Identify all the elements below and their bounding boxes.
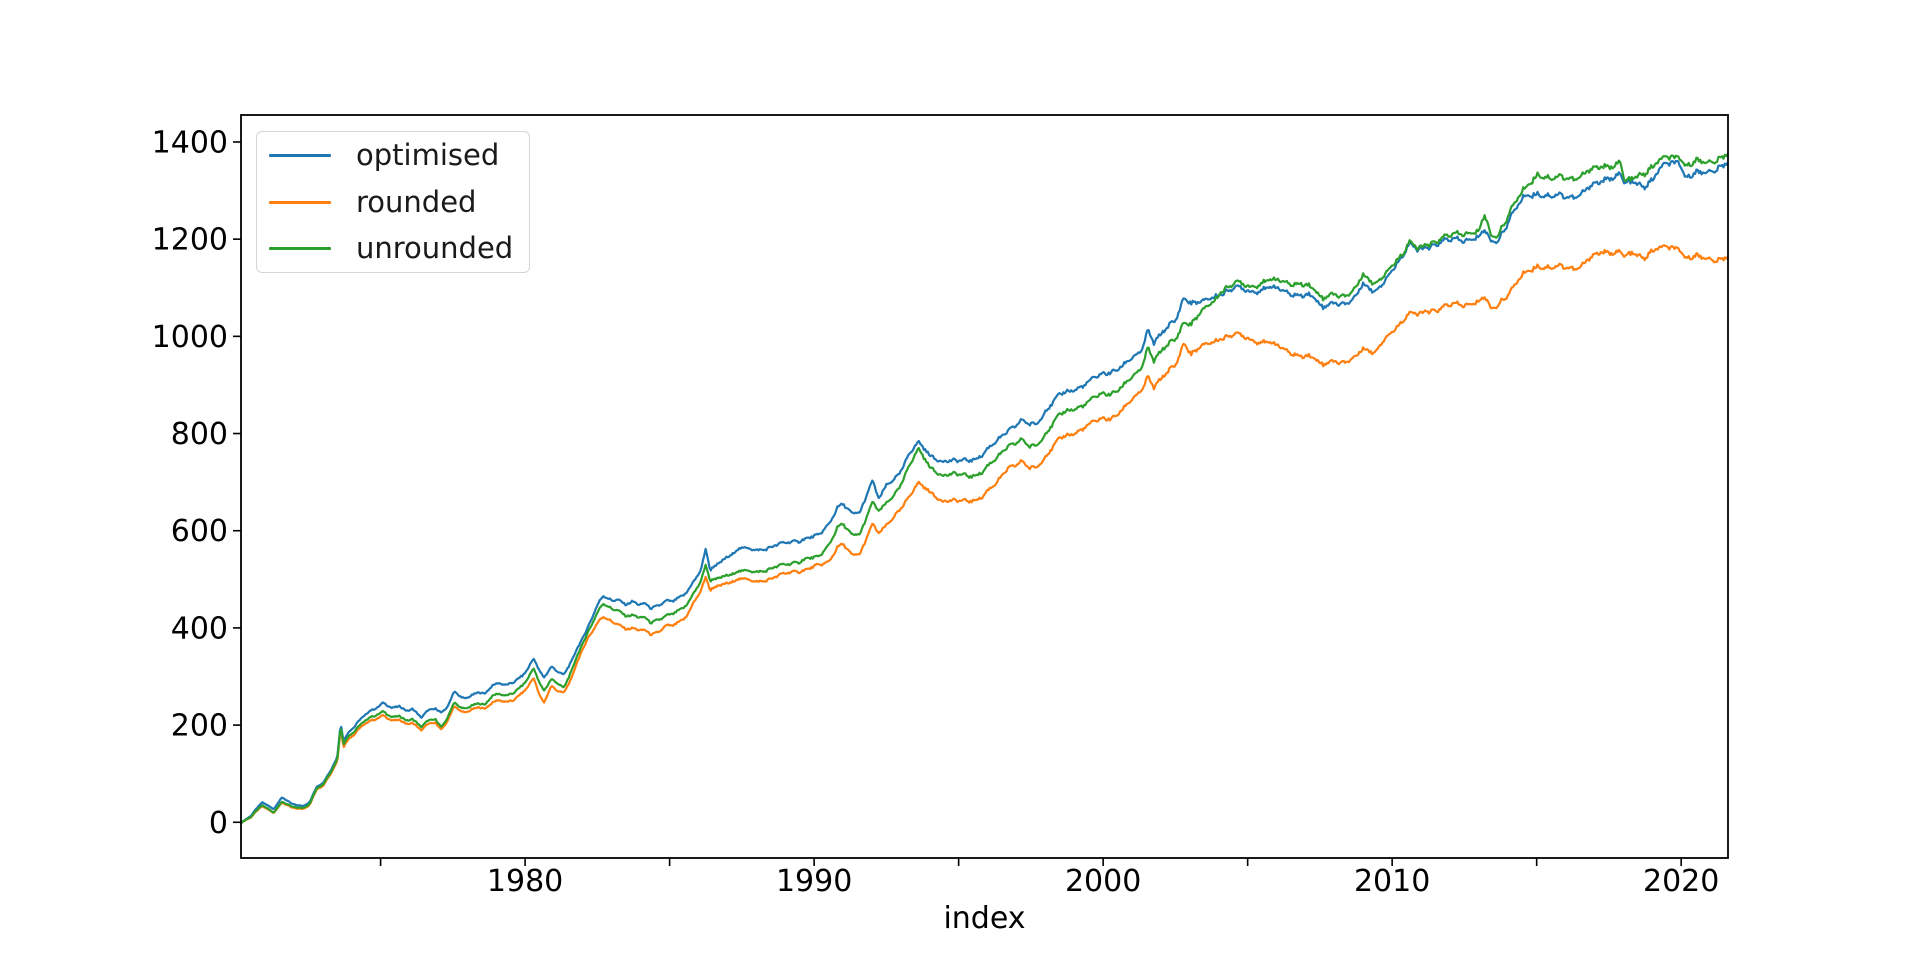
- svg-text:2000: 2000: [1065, 864, 1141, 899]
- legend-label-rounded: rounded: [356, 184, 477, 219]
- svg-text:2010: 2010: [1354, 864, 1430, 899]
- svg-text:1000: 1000: [152, 320, 228, 355]
- svg-text:200: 200: [171, 709, 228, 744]
- svg-text:1990: 1990: [776, 864, 852, 899]
- legend-label-unrounded: unrounded: [356, 230, 514, 265]
- svg-text:400: 400: [171, 611, 228, 646]
- x-axis-title: index: [943, 901, 1026, 936]
- legend-line-unrounded: [269, 246, 331, 250]
- svg-text:2020: 2020: [1643, 864, 1719, 899]
- svg-text:800: 800: [171, 417, 228, 452]
- legend: optimised rounded unrounded: [256, 131, 530, 273]
- svg-text:600: 600: [171, 514, 228, 549]
- legend-item-unrounded: unrounded: [257, 226, 529, 271]
- svg-text:1400: 1400: [152, 125, 228, 160]
- svg-text:1200: 1200: [152, 223, 228, 258]
- svg-text:0: 0: [209, 806, 228, 841]
- legend-item-optimised: optimised: [257, 133, 529, 178]
- legend-line-optimised: [269, 154, 331, 158]
- legend-item-rounded: rounded: [257, 180, 529, 225]
- svg-text:1980: 1980: [487, 864, 563, 899]
- legend-label-optimised: optimised: [356, 138, 500, 173]
- legend-line-rounded: [269, 200, 331, 204]
